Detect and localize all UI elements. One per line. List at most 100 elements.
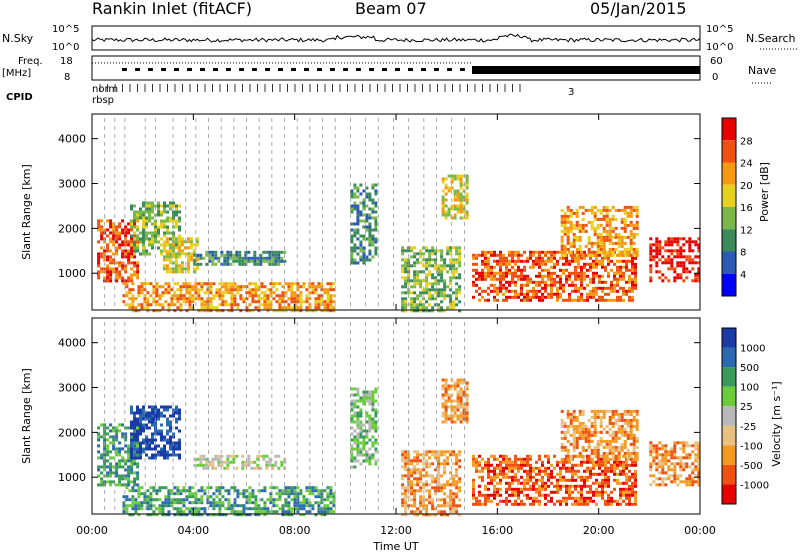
echo-cell	[589, 265, 592, 269]
echo-cell	[115, 426, 119, 430]
echo-cell	[290, 486, 294, 490]
echo-cell	[419, 252, 423, 256]
echo-cell	[139, 423, 142, 427]
echo-cell	[326, 510, 330, 514]
echo-cell	[547, 499, 550, 503]
echo-cell	[478, 274, 481, 278]
echo-cell	[635, 223, 639, 227]
echo-cell	[623, 421, 627, 425]
echo-cell	[553, 466, 556, 470]
echo-cell	[124, 474, 128, 478]
echo-cell	[221, 495, 225, 499]
echo-cell	[626, 430, 630, 434]
echo-cell	[613, 271, 616, 275]
echo-cell	[142, 240, 145, 244]
echo-cell	[440, 300, 444, 304]
echo-cell	[614, 433, 618, 437]
echo-cell	[121, 459, 125, 463]
echo-cell	[362, 441, 366, 445]
echo-cell	[263, 510, 267, 514]
echo-cell	[371, 405, 375, 409]
echo-cell	[532, 292, 535, 296]
echo-cell	[572, 415, 576, 419]
echo-cell	[586, 262, 589, 266]
echo-cell	[676, 252, 680, 256]
echo-cell	[109, 231, 113, 235]
echo-cell	[616, 460, 619, 464]
echo-cell	[199, 463, 203, 467]
echo-cell	[124, 231, 128, 235]
echo-cell	[422, 453, 426, 457]
echo-cell	[472, 256, 475, 260]
echo-cell	[278, 489, 282, 493]
echo-cell	[220, 250, 224, 254]
echo-cell	[320, 294, 324, 298]
echo-cell	[562, 475, 565, 479]
echo-cell	[167, 291, 171, 295]
echo-cell	[667, 237, 671, 241]
echo-cell	[404, 309, 408, 313]
echo-cell	[453, 411, 457, 415]
echo-cell	[419, 477, 423, 481]
echo-cell	[446, 513, 450, 517]
echo-cell	[350, 234, 354, 238]
echo-cell	[613, 289, 616, 293]
echo-cell	[532, 253, 535, 257]
echo-cell	[371, 402, 375, 406]
echo-cell	[593, 211, 597, 215]
echo-cell	[496, 286, 499, 290]
echo-cell	[490, 469, 493, 473]
echo-cell	[449, 264, 453, 268]
echo-cell	[629, 418, 633, 422]
echo-cell	[130, 420, 133, 424]
echo-cell	[649, 267, 653, 271]
echo-cell	[619, 481, 622, 485]
echo-cell	[679, 273, 683, 277]
echo-cell	[284, 504, 288, 508]
echo-cell	[272, 486, 276, 490]
echo-cell	[625, 490, 628, 494]
echo-cell	[472, 484, 475, 488]
echo-cell	[437, 498, 441, 502]
echo-cell	[526, 463, 529, 467]
echo-cell	[167, 504, 171, 508]
echo-cell	[616, 463, 619, 467]
echo-cell	[493, 295, 496, 299]
echo-cell	[428, 291, 432, 295]
echo-cell	[462, 414, 466, 418]
echo-cell	[580, 295, 583, 299]
echo-cell	[465, 195, 469, 199]
echo-cell	[257, 504, 261, 508]
echo-cell	[166, 210, 169, 214]
echo-cell	[164, 288, 168, 292]
echo-cell	[422, 258, 426, 262]
echo-cell	[580, 286, 583, 290]
echo-cell	[589, 496, 592, 500]
echo-cell	[520, 271, 523, 275]
echo-cell	[620, 412, 624, 416]
echo-cell	[443, 285, 447, 289]
echo-cell	[614, 208, 618, 212]
echo-cell	[152, 297, 156, 301]
echo-cell	[434, 450, 438, 454]
echo-cell	[103, 423, 107, 427]
echo-cell	[444, 390, 448, 394]
echo-cell	[136, 213, 139, 217]
echo-cell	[547, 277, 550, 281]
echo-cell	[635, 445, 639, 449]
echo-cell	[535, 250, 538, 254]
echo-cell	[607, 478, 610, 482]
echo-cell	[505, 481, 508, 485]
echo-cell	[456, 408, 460, 412]
freq-tick-bottom: 8	[64, 72, 70, 83]
echo-cell	[145, 447, 148, 451]
echo-cell	[359, 210, 363, 214]
echo-cell	[173, 507, 177, 511]
echo-cell	[131, 495, 135, 499]
echo-cell	[148, 237, 151, 241]
echo-cell	[287, 492, 291, 496]
echo-cell	[131, 303, 135, 307]
echo-cell	[359, 435, 363, 439]
echo-cell	[590, 415, 594, 419]
echo-cell	[166, 450, 169, 454]
